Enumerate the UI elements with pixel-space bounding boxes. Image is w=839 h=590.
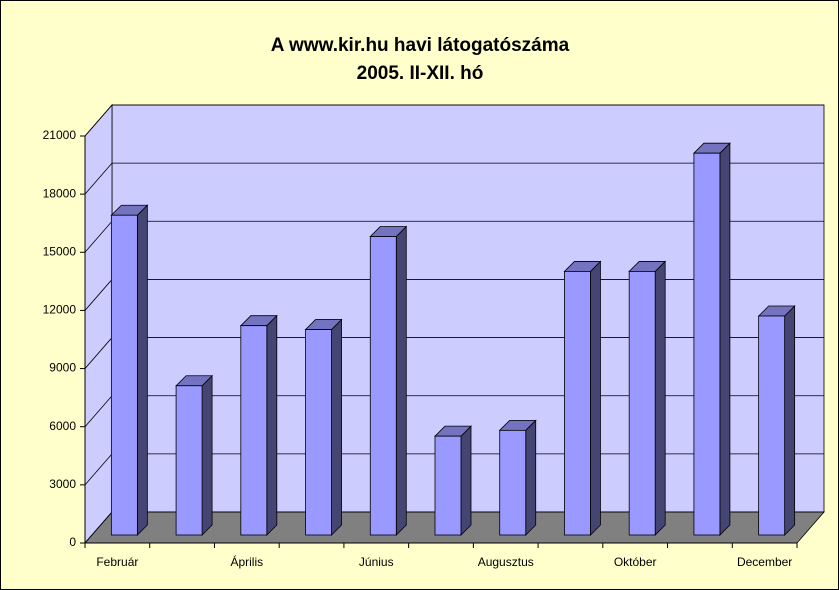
bar-side [719,142,731,536]
bar [564,271,591,536]
side-wall [84,103,113,545]
chart-subtitle: 2005. II-XII. hó [357,63,484,84]
bar [369,236,397,536]
bar [305,329,332,536]
bar-side [525,419,537,536]
x-tick-label: Április [230,554,263,569]
bar [110,214,138,536]
grid-line [84,104,824,137]
bar [175,385,203,536]
y-tick-label: 21000 [43,128,77,142]
bar-side [460,425,472,536]
chart-title: A www.kir.hu havi látogatószáma [271,35,570,56]
bar [628,271,656,536]
bar [499,429,527,536]
bar [758,315,786,536]
bar [434,435,462,536]
y-tick-label: 12000 [43,303,77,317]
bar-side [136,204,148,536]
bar-side [590,260,601,536]
x-tick-label: Június [359,555,394,569]
y-tick-label: 9000 [49,361,76,375]
bar-side [395,225,407,536]
y-tick-label: 15000 [43,244,77,258]
bar [240,325,268,536]
bar-side [331,318,342,536]
bar-side [784,305,796,536]
bar-side [266,314,278,536]
grid-line [84,162,824,195]
y-tick-label: 18000 [43,186,77,200]
y-tick-label: 6000 [49,419,76,433]
x-tick-label: December [737,555,792,569]
y-tick-label: 0 [69,535,76,549]
bar-side [654,260,666,536]
x-tick-label: Február [96,555,138,569]
x-tick-label: Október [614,555,657,569]
x-tick-label: Augusztus [478,555,534,569]
y-tick-label: 3000 [49,477,76,491]
bar [693,152,721,536]
bar-side [201,374,213,536]
